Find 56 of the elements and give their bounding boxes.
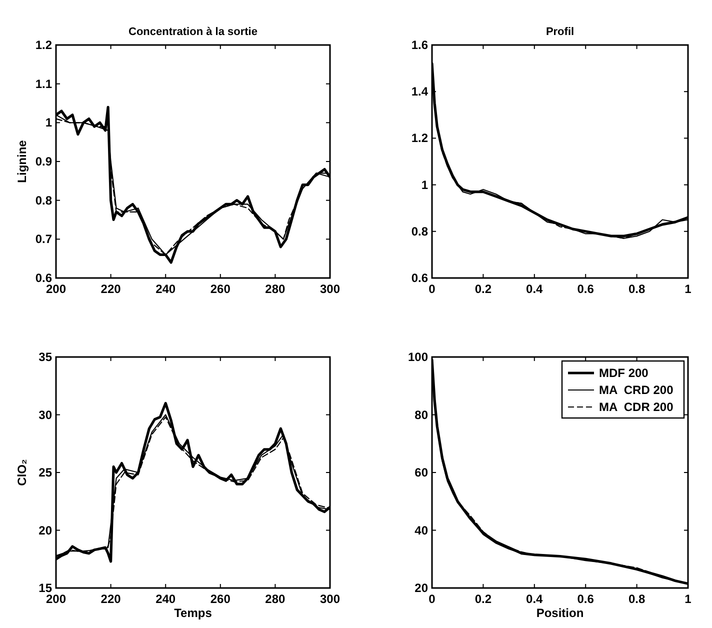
x-tick-label: 220 bbox=[100, 592, 122, 606]
x-tick-label: 0 bbox=[428, 592, 436, 606]
x-tick-label: 220 bbox=[100, 282, 122, 296]
legend-label: MA CDR 200 bbox=[599, 400, 674, 414]
y-tick-label: 1.4 bbox=[411, 84, 428, 99]
y-tick-label: 1.6 bbox=[411, 38, 428, 52]
legend-label: MDF 200 bbox=[599, 366, 649, 380]
x-tick-label: 0 bbox=[428, 282, 436, 296]
y-tick-label: 1.2 bbox=[35, 38, 52, 52]
x-axis-title: Position bbox=[536, 606, 584, 620]
x-tick-label: 200 bbox=[46, 592, 66, 606]
x-tick-label: 240 bbox=[156, 282, 176, 296]
chart-title: Concentration à la sortie bbox=[128, 26, 258, 38]
y-tick-label: 15 bbox=[38, 581, 52, 595]
y-tick-label: 40 bbox=[414, 523, 428, 538]
y-axis-title: Lignine bbox=[15, 140, 29, 183]
x-tick-label: 0.6 bbox=[577, 592, 594, 606]
y-tick-label: 30 bbox=[38, 408, 52, 422]
y-tick-label: 0.7 bbox=[35, 232, 52, 246]
x-tick-label: 280 bbox=[265, 592, 286, 606]
x-tick-label: 240 bbox=[156, 592, 176, 606]
x-tick-label: 280 bbox=[265, 282, 286, 296]
chart-title: Profil bbox=[546, 26, 574, 38]
x-tick-label: 0.8 bbox=[628, 282, 646, 296]
y-tick-label: 1.1 bbox=[35, 76, 52, 91]
y-tick-label: 35 bbox=[38, 350, 52, 364]
y-tick-label: 0.8 bbox=[35, 193, 52, 208]
y-tick-label: 1.2 bbox=[411, 131, 428, 146]
x-tick-label: 200 bbox=[46, 282, 66, 296]
x-tick-label: 260 bbox=[210, 282, 231, 296]
x-tick-label: 0.6 bbox=[577, 282, 594, 296]
x-axis-title: Temps bbox=[174, 606, 212, 620]
y-tick-label: 1 bbox=[45, 116, 52, 130]
x-tick-label: 300 bbox=[320, 282, 340, 296]
y-tick-label: 0.9 bbox=[35, 154, 52, 168]
x-tick-label: 1 bbox=[684, 592, 692, 606]
y-tick-label: 20 bbox=[38, 523, 52, 538]
y-tick-label: 100 bbox=[408, 350, 428, 364]
y-tick-label: 0.6 bbox=[411, 271, 428, 285]
x-tick-label: 0.2 bbox=[474, 592, 492, 606]
y-tick-label: 0.6 bbox=[35, 271, 52, 285]
y-tick-label: 0.8 bbox=[411, 224, 428, 238]
legend-label: MA CRD 200 bbox=[599, 383, 674, 397]
x-tick-label: 0.8 bbox=[628, 592, 646, 606]
y-tick-label: 80 bbox=[414, 408, 428, 422]
y-axis-title: ClO₂ bbox=[15, 459, 29, 486]
y-tick-label: 20 bbox=[414, 581, 428, 595]
y-tick-label: 25 bbox=[38, 466, 52, 480]
x-tick-label: 0.4 bbox=[526, 592, 544, 606]
x-tick-label: 0.4 bbox=[526, 282, 544, 296]
x-tick-label: 1 bbox=[684, 282, 692, 296]
y-tick-label: 1 bbox=[421, 178, 428, 192]
y-tick-label: 60 bbox=[414, 466, 428, 480]
x-tick-label: 300 bbox=[320, 592, 340, 606]
x-tick-label: 260 bbox=[210, 592, 231, 606]
x-tick-label: 0.2 bbox=[474, 282, 492, 296]
